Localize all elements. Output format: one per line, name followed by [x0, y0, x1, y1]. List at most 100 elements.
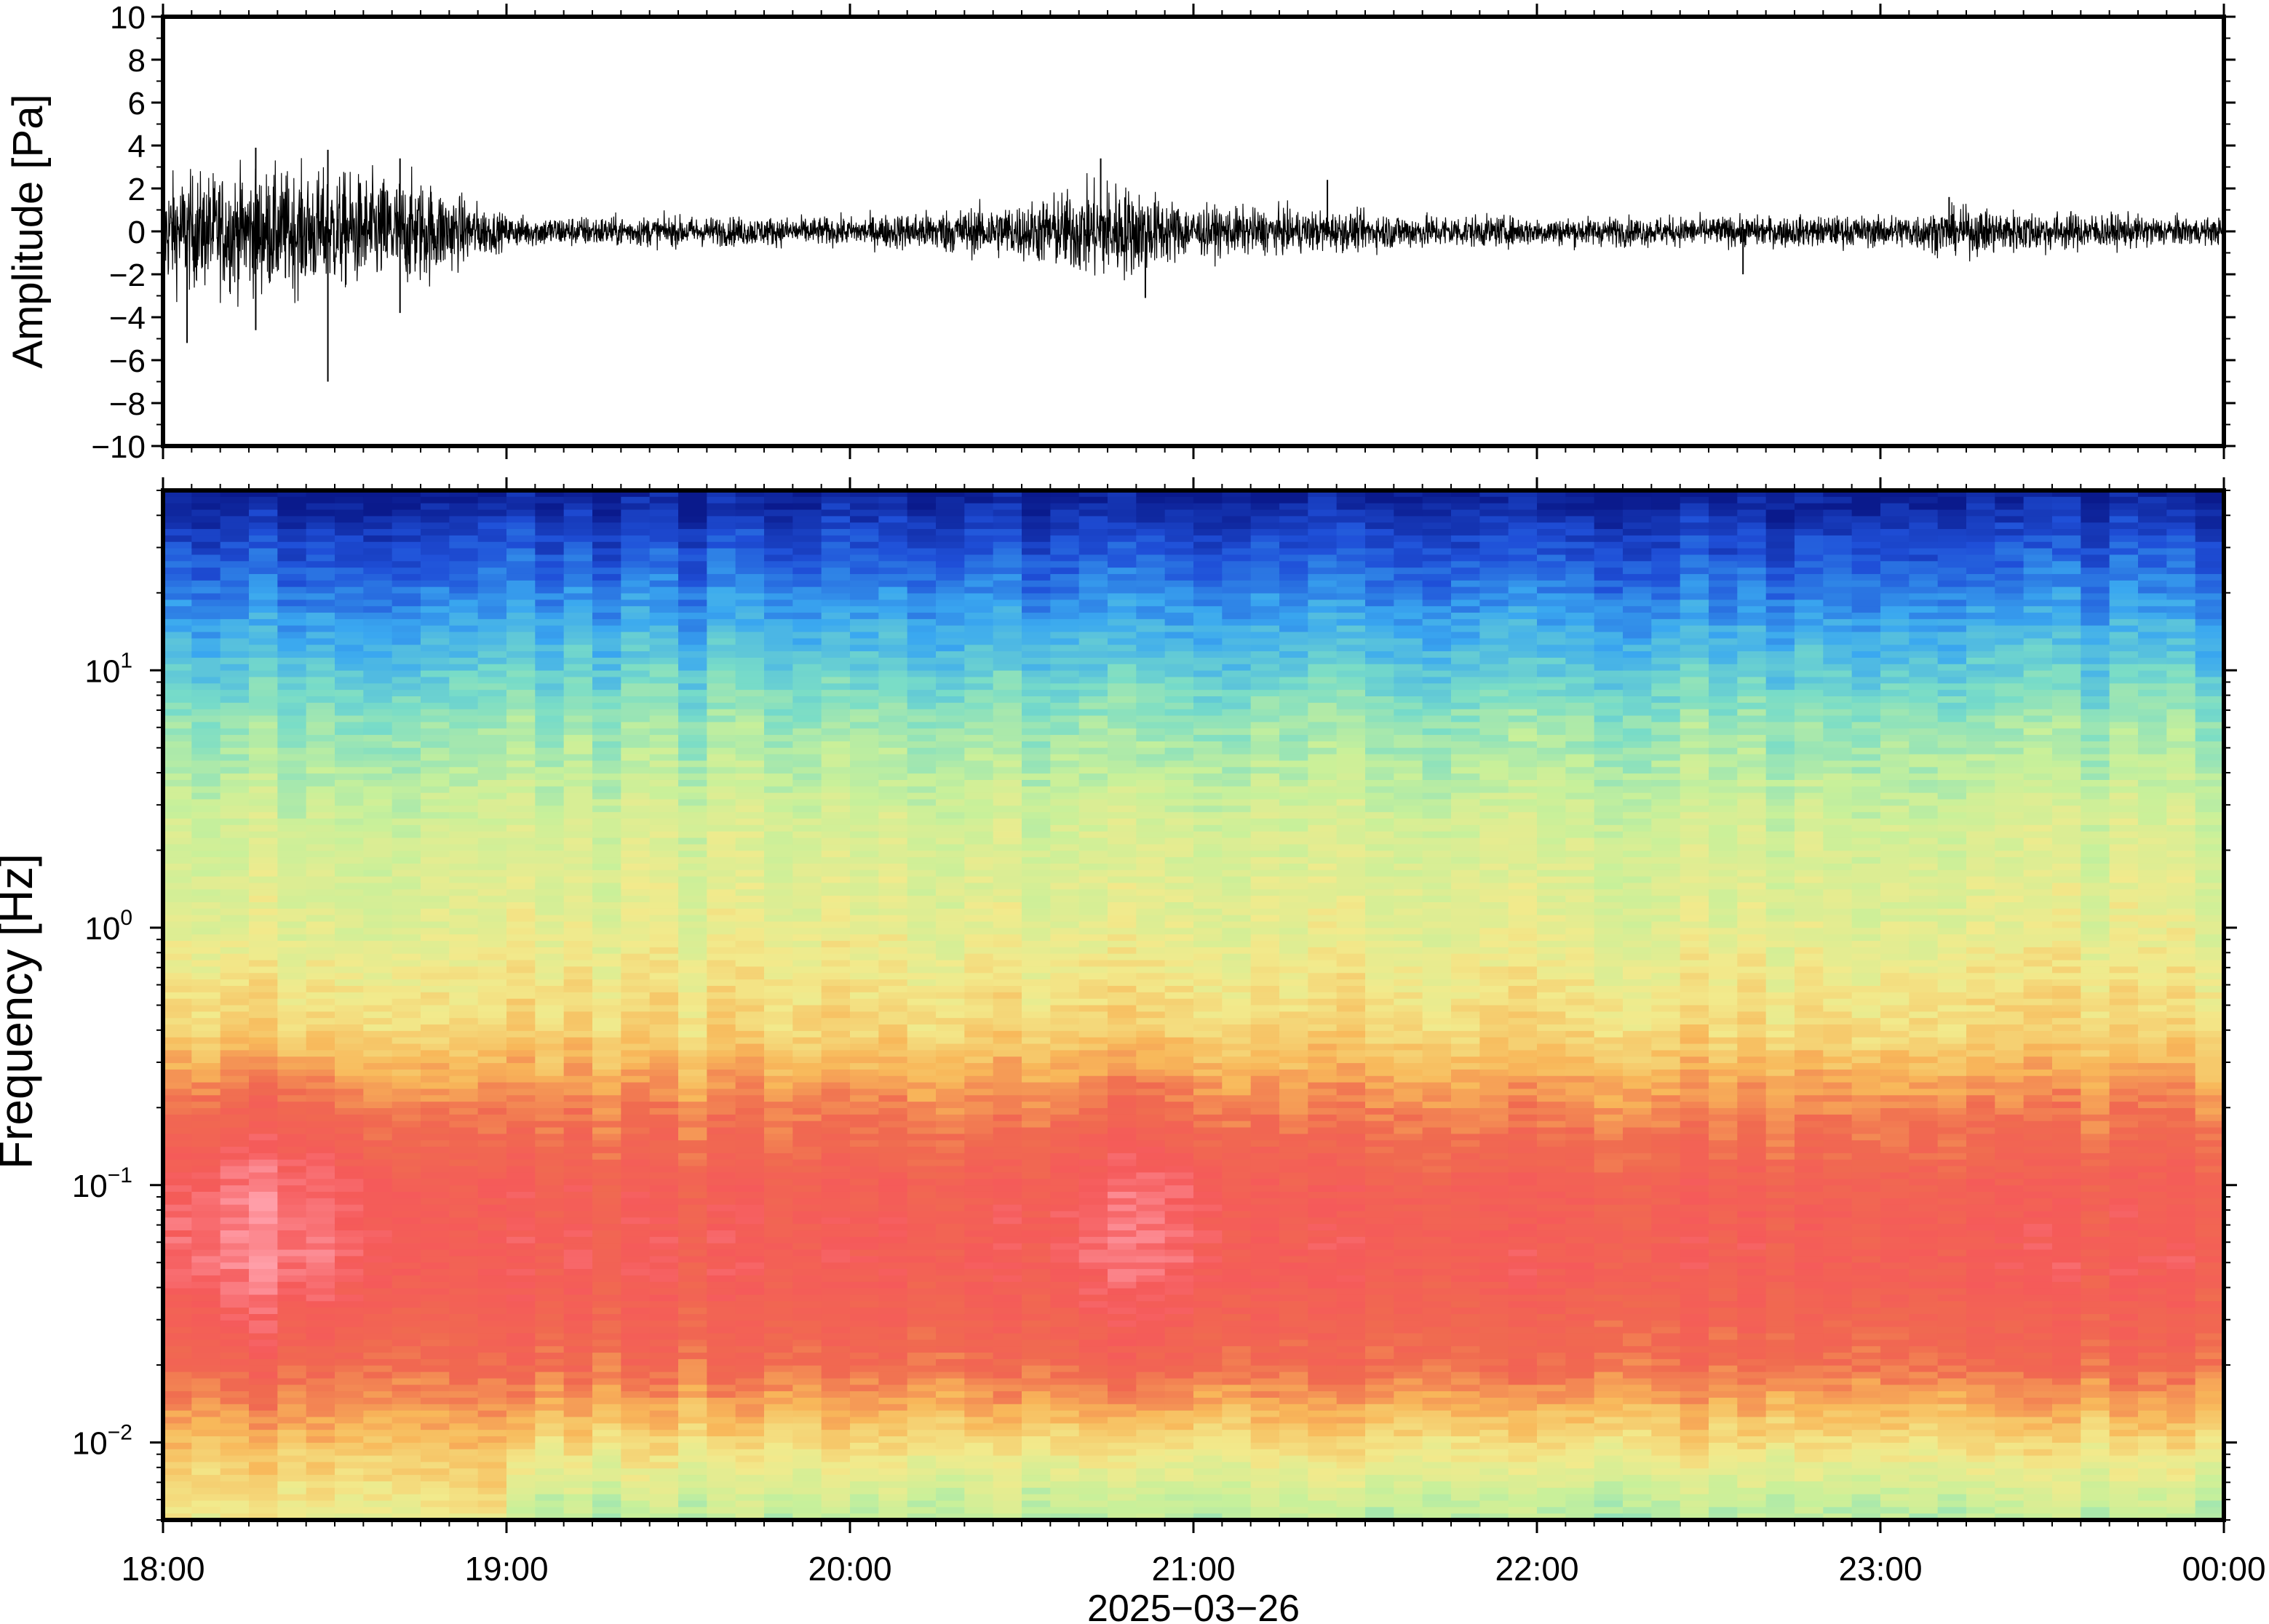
spectrogram-cell	[621, 844, 651, 851]
spectrogram-cell	[964, 516, 994, 523]
spectrogram-cell	[506, 973, 536, 980]
spectrogram-cell	[535, 767, 565, 774]
spectrogram-cell	[249, 1262, 278, 1270]
spectrogram-cell	[850, 1404, 879, 1412]
spectrogram-cell	[249, 568, 278, 575]
spectrogram-cell	[335, 1385, 364, 1392]
spectrogram-cell	[306, 941, 335, 948]
spectrogram-cell	[477, 690, 507, 697]
spectrogram-cell	[392, 1018, 421, 1025]
waveform-trace	[163, 147, 2224, 382]
spectrogram-cell	[993, 664, 1022, 672]
spectrogram-cell	[506, 1385, 536, 1392]
spectrogram-cell	[678, 1050, 707, 1057]
spectrogram-cell	[535, 541, 565, 549]
spectrogram-cell	[821, 1191, 851, 1199]
spectrogram-cell	[850, 1269, 879, 1276]
spectrogram-cell	[649, 638, 679, 645]
spectrogram-cell	[363, 1108, 393, 1115]
spectrogram-cell	[936, 1442, 965, 1450]
spectrogram-cell	[735, 960, 765, 968]
spectrogram-cell	[306, 824, 335, 832]
spectrogram-cell	[907, 747, 937, 755]
spectrogram-cell	[936, 896, 965, 903]
spectrogram-cell	[936, 1050, 965, 1057]
spectrogram-cell	[277, 779, 307, 787]
spectrogram-cell	[220, 1301, 250, 1308]
spectrogram-cell	[907, 535, 937, 543]
spectrogram-cell	[907, 1037, 937, 1045]
spectrogram-cell	[535, 799, 565, 806]
spectrogram-cell	[764, 1436, 793, 1444]
spectrogram-cell	[936, 779, 965, 787]
spectrogram-cell	[764, 934, 793, 942]
spectrogram-cell	[907, 709, 937, 717]
spectrogram-cell	[535, 1211, 565, 1218]
spectrogram-cell	[249, 1088, 278, 1096]
spectrogram-cell	[649, 1500, 679, 1508]
spectrogram-cell	[477, 683, 507, 690]
spectrogram-cell	[764, 1288, 793, 1296]
spectrogram-cell	[163, 1410, 192, 1418]
spectrogram-cell	[764, 1346, 793, 1353]
spectrogram-cell	[792, 1307, 822, 1315]
spectrogram-cell	[563, 941, 593, 948]
spectrogram-cell	[964, 1372, 994, 1380]
spectrogram-cell	[563, 1069, 593, 1077]
spectrogram-cell	[421, 1179, 450, 1186]
spectrogram-cell	[592, 941, 621, 948]
spectrogram-cell	[220, 1468, 250, 1476]
spectrogram-cell	[277, 928, 307, 935]
spectrogram-cell	[678, 715, 707, 723]
spectrogram-cell	[764, 1217, 793, 1225]
spectrogram-cell	[421, 1275, 450, 1283]
spectrogram-cell	[220, 1075, 250, 1083]
spectrogram-cell	[649, 1294, 679, 1302]
spectrogram-cell	[363, 1037, 393, 1045]
spectrogram-cell	[477, 1018, 507, 1025]
spectrogram-cell	[936, 1320, 965, 1328]
spectrogram-cell	[392, 541, 421, 549]
spectrogram-cell	[220, 863, 250, 871]
spectrogram-cell	[649, 1018, 679, 1025]
spectrogram-cell	[363, 657, 393, 665]
spectrogram-cell	[821, 1301, 851, 1308]
spectrogram-cell	[563, 1449, 593, 1457]
spectrogram-cell	[363, 702, 393, 710]
spectrogram-cell	[735, 1095, 765, 1102]
spectrogram-cell	[506, 941, 536, 948]
spectrogram-cell	[850, 851, 879, 858]
spectrogram-cell	[878, 618, 908, 626]
spectrogram-cell	[535, 1056, 565, 1064]
spectrogram-cell	[621, 1243, 651, 1251]
spectrogram-cell	[621, 516, 651, 523]
spectrogram-cell	[764, 645, 793, 652]
spectrogram-cell	[277, 561, 307, 568]
spectrogram-cell	[821, 747, 851, 755]
spectrogram-cell	[735, 1455, 765, 1462]
spectrogram-cell	[363, 1172, 393, 1179]
spectrogram-cell	[421, 1301, 450, 1308]
spectrogram-cell	[592, 947, 621, 955]
spectrogram-cell	[335, 1211, 364, 1218]
spectrogram-cell	[707, 1056, 736, 1064]
spectrogram-cell	[764, 754, 793, 762]
spectrogram-cell	[477, 1102, 507, 1109]
spectrogram-cell	[850, 1326, 879, 1334]
spectrogram-cell	[220, 773, 250, 781]
spectrogram-cell	[936, 1249, 965, 1257]
spectrogram-cell	[392, 1385, 421, 1392]
spectrogram-cell	[993, 1281, 1022, 1289]
spectrogram-cell	[335, 548, 364, 556]
spectrogram-cell	[707, 819, 736, 826]
spectrogram-cell	[936, 1430, 965, 1437]
spectrogram-cell	[506, 1333, 536, 1340]
spectrogram-cell	[363, 1088, 393, 1096]
spectrogram-cell	[421, 1063, 450, 1070]
spectrogram-cell	[678, 915, 707, 923]
spectrogram-cell	[735, 1358, 765, 1366]
spectrogram-cell	[421, 998, 450, 1006]
spectrogram-cell	[936, 928, 965, 935]
